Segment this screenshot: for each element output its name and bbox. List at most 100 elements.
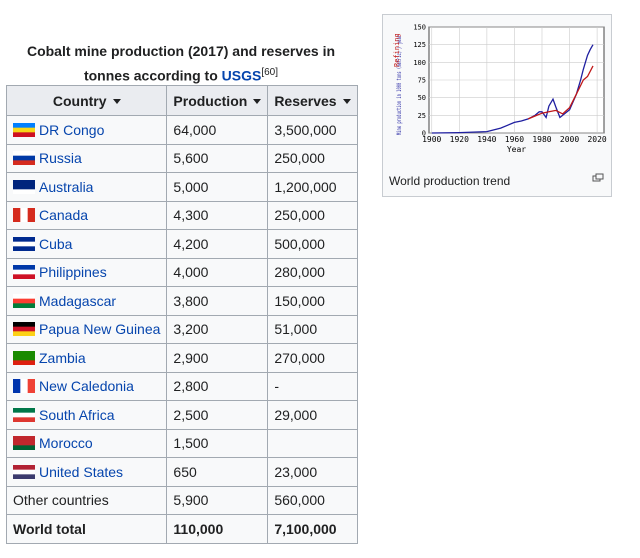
cell-text: 150,000 <box>274 292 325 309</box>
table-cell: 23,000 <box>267 457 358 487</box>
table-cell: 2,900 <box>166 343 269 373</box>
country-link[interactable]: Madagascar <box>39 292 117 309</box>
y-tick-label: 125 <box>413 41 426 49</box>
table-cell: 3,200 <box>166 314 269 344</box>
table-cell <box>267 428 358 458</box>
table-row: United States 650 23,000 <box>5 457 358 487</box>
flag-stripe <box>13 303 35 309</box>
table-cell: 1,500 <box>166 428 269 458</box>
flag-icon <box>13 265 35 280</box>
table-cell: Madagascar <box>5 286 168 316</box>
country-link[interactable]: Australia <box>39 178 94 195</box>
sort-icon[interactable] <box>112 99 121 105</box>
country-link[interactable]: Philippines <box>39 264 107 281</box>
table-cell: 560,000 <box>267 485 358 515</box>
column-header[interactable]: Reserves <box>267 85 358 116</box>
y-tick-label: 50 <box>418 94 426 102</box>
flag-stripe <box>13 322 35 328</box>
table-cell: 64,000 <box>166 115 269 145</box>
table-row: South Africa 2,500 29,000 <box>5 400 358 430</box>
table-cell: 2,800 <box>166 371 269 401</box>
flag-stripe <box>13 436 35 442</box>
country-link[interactable]: Morocco <box>39 435 93 452</box>
flag-icon <box>13 322 35 337</box>
table-cell: 250,000 <box>267 200 358 230</box>
flag-stripe <box>13 326 35 333</box>
x-tick-label: 1900 <box>422 135 441 144</box>
table-cell: Canada <box>5 200 168 230</box>
table-cell: 7,100,000 <box>267 514 358 544</box>
x-tick-label: 2000 <box>560 135 579 144</box>
table-cell: DR Congo <box>5 115 168 145</box>
figure-caption: World production trend <box>389 174 511 188</box>
flag-stripe <box>13 360 35 366</box>
cell-text: 2,900 <box>173 349 209 366</box>
country-link[interactable]: New Caledonia <box>39 378 134 395</box>
table-row: World total 110,000 7,100,000 <box>5 514 358 544</box>
flag-stripe <box>13 241 35 247</box>
cell-text: 250,000 <box>274 150 325 167</box>
flag-stripe <box>13 355 35 361</box>
country-link[interactable]: United States <box>39 463 124 480</box>
flag-stripe <box>13 184 35 190</box>
column-header[interactable]: Country <box>5 85 168 116</box>
country-link[interactable]: Cuba <box>39 235 73 252</box>
enlarge-icon[interactable] <box>592 173 604 183</box>
table-cell: 29,000 <box>267 400 358 430</box>
flag-stripe <box>27 208 36 223</box>
y-axis-label-2: Refining <box>393 33 401 67</box>
sort-icon[interactable] <box>253 99 262 105</box>
cell-text: 64,000 <box>173 121 217 138</box>
flag-icon <box>13 436 35 451</box>
country-link[interactable]: Papua New Guinea <box>39 321 161 338</box>
caption-link[interactable]: USGS <box>221 67 262 84</box>
flag-stripe <box>13 208 21 223</box>
table-row: New Caledonia 2,800 - <box>5 371 358 401</box>
flag-icon <box>13 407 35 423</box>
cell-text: 5,000 <box>173 178 209 195</box>
table-cell: Morocco <box>5 428 168 458</box>
country-link[interactable]: South Africa <box>39 406 115 423</box>
flag-icon <box>13 379 36 394</box>
x-tick-label: 1940 <box>477 135 496 144</box>
flag-stripe <box>13 246 35 252</box>
table-cell: New Caledonia <box>5 371 168 401</box>
flag-stripe <box>13 412 35 418</box>
country-link[interactable]: Zambia <box>39 349 86 366</box>
flag-stripe <box>13 379 21 394</box>
flag-icon <box>13 208 36 223</box>
flag-stripe <box>13 298 35 304</box>
table-cell: Cuba <box>5 229 168 259</box>
cell-text: 29,000 <box>274 406 318 423</box>
header-text: Country <box>52 92 107 109</box>
flag-icon <box>13 151 35 166</box>
table-row: Zambia 2,900 270,000 <box>5 343 358 373</box>
country-link[interactable]: Canada <box>39 207 89 224</box>
column-header[interactable]: Production <box>166 85 269 116</box>
flag-stripe <box>13 407 35 413</box>
x-tick-label: 1960 <box>505 135 524 144</box>
table-cell: United States <box>5 457 168 487</box>
cell-text: 500,000 <box>274 235 325 252</box>
cell-text: 280,000 <box>274 264 325 281</box>
cell-text: - <box>274 378 279 395</box>
cell-text: 3,800 <box>173 292 209 309</box>
cell-text: 1,500 <box>173 435 209 452</box>
table-cell: 650 <box>166 457 269 487</box>
flag-stripe <box>13 350 35 356</box>
y-tick-label: 150 <box>413 24 426 32</box>
table-cell: World total <box>5 514 168 544</box>
reference[interactable]: [60] <box>261 67 279 78</box>
chart[interactable]: 0 25 50 75 100 125 150 1900 1920 1940 1960 1980 2000… <box>383 15 611 165</box>
cell-text: 3,200 <box>173 321 209 338</box>
country-link[interactable]: DR Congo <box>39 121 105 138</box>
table-cell: 280,000 <box>267 257 358 287</box>
table-cell: Philippines <box>5 257 168 287</box>
header-text: Production <box>173 92 248 109</box>
table-cell: 4,200 <box>166 229 269 259</box>
table-cell: 3,500,000 <box>267 115 358 145</box>
country-link[interactable]: Russia <box>39 150 82 167</box>
y-axis-label: Mine production in 1000 tons (metric) / … <box>396 35 403 135</box>
sort-icon[interactable] <box>342 99 351 105</box>
